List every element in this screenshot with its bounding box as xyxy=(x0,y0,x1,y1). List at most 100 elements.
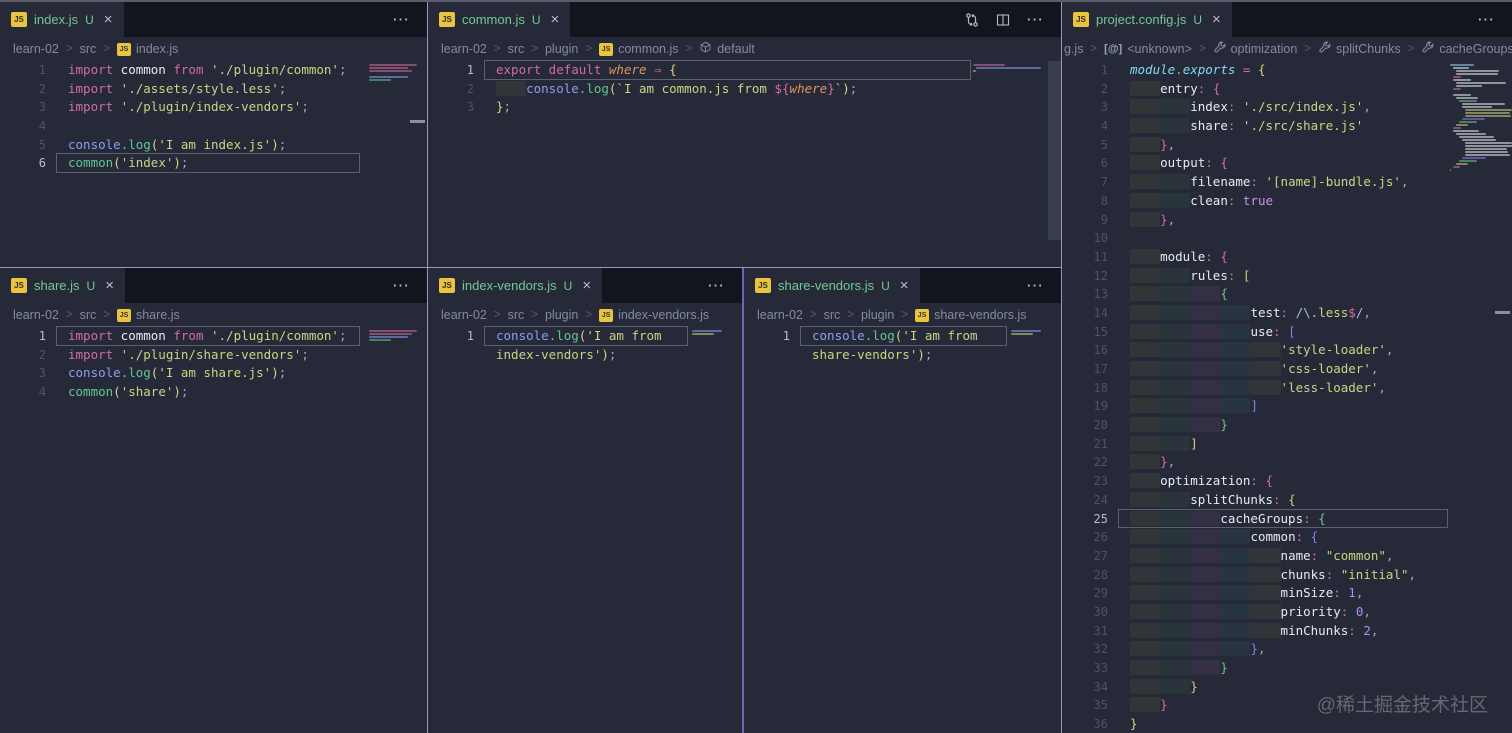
breadcrumb-item-src[interactable]: src xyxy=(80,42,97,56)
code-line[interactable]: 35 } xyxy=(1062,696,1512,715)
breadcrumb-item-learn-02[interactable]: learn-02 xyxy=(13,308,59,322)
code-line[interactable]: 25 cacheGroups: { xyxy=(1062,510,1512,529)
code-line[interactable]: share-vendors'); xyxy=(744,346,1061,365)
code-line[interactable]: 5 }, xyxy=(1062,136,1512,155)
code-line[interactable]: 3 import './plugin/index-vendors'; xyxy=(0,98,427,117)
code-line[interactable]: 2 import './plugin/share-vendors'; xyxy=(0,346,427,365)
code-line[interactable]: 1 import common from './plugin/common'; xyxy=(0,61,427,80)
minimap[interactable] xyxy=(369,330,421,342)
code-line[interactable]: 31 minChunks: 2, xyxy=(1062,622,1512,641)
breadcrumb-item-g.js[interactable]: g.js xyxy=(1064,42,1083,56)
code-line[interactable]: 3 index: './src/index.js', xyxy=(1062,98,1512,117)
code-line[interactable]: 33 } xyxy=(1062,659,1512,678)
code-line[interactable]: 4 xyxy=(0,117,427,136)
code-line[interactable]: 14 test: /\.less$/, xyxy=(1062,304,1512,323)
tab-common.js[interactable]: JS common.js U × xyxy=(428,2,571,37)
code-editor[interactable]: 1 import common from './plugin/common'; 2 i… xyxy=(0,61,427,267)
minimap[interactable] xyxy=(973,64,1045,73)
more-actions-icon[interactable]: ⋯ xyxy=(392,276,410,295)
scrollbar[interactable] xyxy=(1048,61,1061,240)
breadcrumb-item-index-vendors.js[interactable]: JS index-vendors.js xyxy=(599,308,709,322)
minimap[interactable] xyxy=(1011,330,1055,336)
pane-divider-sash[interactable] xyxy=(427,2,428,733)
code-line[interactable]: 32 }, xyxy=(1062,640,1512,659)
breadcrumb-item-cacheGroups[interactable]: cacheGroups xyxy=(1421,41,1512,57)
code-editor[interactable]: 1 import common from './plugin/common'; 2 i… xyxy=(0,326,427,733)
code-line[interactable]: 10 xyxy=(1062,229,1512,248)
breadcrumb-item-src[interactable]: src xyxy=(508,42,525,56)
breadcrumb-item-src[interactable]: src xyxy=(508,308,525,322)
code-line[interactable]: 23 optimization: { xyxy=(1062,472,1512,491)
breadcrumb-item-splitChunks[interactable]: splitChunks xyxy=(1318,41,1401,57)
code-line[interactable]: 2 import './assets/style.less'; xyxy=(0,80,427,99)
code-line[interactable]: 21 ] xyxy=(1062,435,1512,454)
code-line[interactable]: 19 ] xyxy=(1062,397,1512,416)
breadcrumb-item-src[interactable]: src xyxy=(80,308,97,322)
code-editor[interactable]: 1 console.log('I am from index-vendors'); xyxy=(428,326,742,733)
close-icon[interactable]: × xyxy=(582,277,592,294)
code-line[interactable]: 24 splitChunks: { xyxy=(1062,491,1512,510)
code-line[interactable]: 26 common: { xyxy=(1062,528,1512,547)
code-line[interactable]: 11 module: { xyxy=(1062,248,1512,267)
code-line[interactable]: 30 priority: 0, xyxy=(1062,603,1512,622)
more-actions-icon[interactable]: ⋯ xyxy=(1026,10,1044,29)
tab-share.js[interactable]: JS share.js U × xyxy=(0,268,125,303)
code-line[interactable]: 15 use: [ xyxy=(1062,323,1512,342)
breadcrumb-item-common.js[interactable]: JS common.js xyxy=(599,42,679,56)
code-line[interactable]: 1 module.exports = { xyxy=(1062,61,1512,80)
pane-divider-sash[interactable] xyxy=(428,267,1061,268)
pane-divider-sash[interactable] xyxy=(1061,2,1062,733)
breadcrumb-item-share.js[interactable]: JS share.js xyxy=(116,308,180,322)
minimap[interactable] xyxy=(692,330,736,336)
code-line[interactable]: 1 console.log('I am from xyxy=(744,327,1061,346)
code-line[interactable]: 1 console.log('I am from xyxy=(428,327,742,346)
code-line[interactable]: 2 console.log(`I am common.js from ${whe… xyxy=(428,80,1061,99)
code-line[interactable]: 34 } xyxy=(1062,678,1512,697)
breadcrumb-item-plugin[interactable]: plugin xyxy=(545,308,578,322)
more-actions-icon[interactable]: ⋯ xyxy=(1477,10,1495,29)
minimap[interactable] xyxy=(1450,64,1512,172)
code-line[interactable]: 8 clean: true xyxy=(1062,192,1512,211)
more-actions-icon[interactable]: ⋯ xyxy=(1026,276,1044,295)
code-line[interactable]: index-vendors'); xyxy=(428,346,742,365)
code-line[interactable]: 3}; xyxy=(428,98,1061,117)
breadcrumb-item-learn-02[interactable]: learn-02 xyxy=(757,308,803,322)
code-line[interactable]: 12 rules: [ xyxy=(1062,267,1512,286)
tab-project.config.js[interactable]: JS project.config.js U × xyxy=(1062,2,1232,37)
code-line[interactable]: 3 console.log('I am share.js'); xyxy=(0,364,427,383)
minimap[interactable] xyxy=(369,64,421,82)
code-editor[interactable]: 1 console.log('I am from share-vendors'); xyxy=(744,326,1061,733)
code-line[interactable]: 1 export default where ⇒ { xyxy=(428,61,1061,80)
code-line[interactable]: 27 name: "common", xyxy=(1062,547,1512,566)
pane-divider-sash[interactable] xyxy=(0,267,427,268)
tab-index-vendors.js[interactable]: JS index-vendors.js U × xyxy=(428,268,603,303)
code-line[interactable]: 1 import common from './plugin/common'; xyxy=(0,327,427,346)
code-line[interactable]: 4 common('share'); xyxy=(0,383,427,402)
breadcrumb-item-learn-02[interactable]: learn-02 xyxy=(441,308,487,322)
code-editor[interactable]: 1 module.exports = {2 entry: {3 index: '.… xyxy=(1062,61,1512,733)
code-line[interactable]: 2 entry: { xyxy=(1062,80,1512,99)
code-line[interactable]: 5 console.log('I am index.js'); xyxy=(0,136,427,155)
breadcrumb-item-index.js[interactable]: JS index.js xyxy=(116,42,178,56)
code-line[interactable]: 7 filename: '[name]-bundle.js', xyxy=(1062,173,1512,192)
code-line[interactable]: 9 }, xyxy=(1062,211,1512,230)
breadcrumb-item-optimization[interactable]: optimization xyxy=(1213,41,1297,57)
close-icon[interactable]: × xyxy=(103,11,113,28)
tab-share-vendors.js[interactable]: JS share-vendors.js U × xyxy=(744,268,920,303)
close-icon[interactable]: × xyxy=(105,277,114,294)
code-line[interactable]: 4 share: './src/share.js' xyxy=(1062,117,1512,136)
more-actions-icon[interactable]: ⋯ xyxy=(707,276,725,295)
code-line[interactable]: 20 } xyxy=(1062,416,1512,435)
pane-divider-sash[interactable] xyxy=(742,268,744,733)
breadcrumb-item-src[interactable]: src xyxy=(824,308,841,322)
compare-changes-icon[interactable] xyxy=(964,12,980,28)
breadcrumb-item-share-vendors.js[interactable]: JS share-vendors.js xyxy=(915,308,1026,322)
breadcrumb-item-plugin[interactable]: plugin xyxy=(545,42,578,56)
tab-index.js[interactable]: JS index.js U × xyxy=(0,2,124,37)
close-icon[interactable]: × xyxy=(550,11,560,28)
code-line[interactable]: 6 common('index'); xyxy=(0,154,427,173)
close-icon[interactable]: × xyxy=(899,277,909,294)
code-line[interactable]: 18 'less-loader', xyxy=(1062,379,1512,398)
breadcrumb-item-unknown[interactable]: [@] <unknown> xyxy=(1104,42,1192,56)
split-editor-icon[interactable] xyxy=(995,12,1011,28)
